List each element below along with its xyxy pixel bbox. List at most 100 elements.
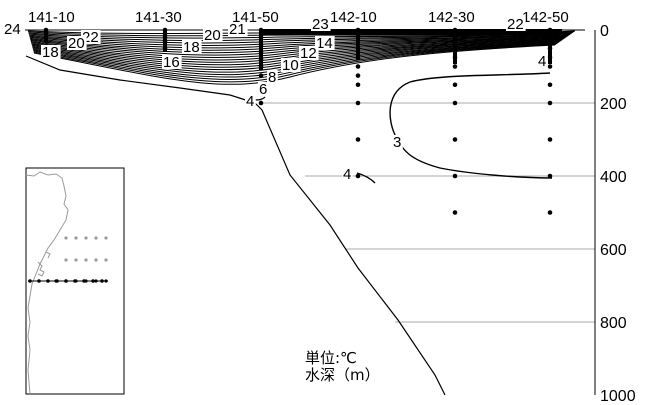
inset-dot [55, 279, 59, 283]
sample-point [43, 31, 49, 36]
sample-point [355, 100, 361, 106]
depth-unit-label: 水深（m） [305, 366, 380, 384]
depth-tick-1000: 1000 [600, 388, 636, 405]
inset-dot [37, 279, 41, 283]
contour-label-16: 16 [163, 54, 180, 71]
sample-point [355, 45, 361, 51]
sample-point [452, 100, 458, 106]
contour-label-4: 4 [246, 93, 254, 110]
contour-label-bg [3, 22, 23, 36]
station-label-142-30: 142-30 [428, 9, 475, 26]
contour-label-8: 8 [268, 69, 276, 86]
sample-points [43, 27, 553, 215]
station-label-142-10: 142-10 [330, 9, 377, 26]
sample-point [547, 35, 553, 40]
depth-tick-600: 600 [600, 242, 627, 259]
contour-label-bg [281, 58, 301, 72]
sample-point [547, 45, 553, 51]
inset-dot [73, 279, 77, 283]
sample-point [452, 35, 458, 40]
sample-point [258, 73, 264, 78]
inset-dot [74, 258, 78, 262]
inset-dot [74, 236, 78, 240]
inset-dot [104, 258, 108, 262]
sample-point [452, 64, 458, 69]
sample-point [547, 100, 553, 106]
inset-dot [28, 279, 32, 283]
sample-point [452, 210, 458, 215]
sample-point [452, 45, 458, 51]
sample-point [258, 42, 264, 47]
inset-station-dots [28, 236, 108, 283]
isotherm-line [28, 31, 574, 39]
depth-tick-400: 400 [600, 169, 627, 186]
sample-point [355, 64, 361, 69]
contour-label-bg [258, 82, 269, 96]
inset-coastline-detail [37, 251, 51, 277]
isotherm-line [29, 34, 570, 49]
contour-label-bg [41, 45, 61, 59]
inset-dot [84, 236, 88, 240]
sample-point [547, 55, 553, 60]
contour-label-18: 18 [42, 44, 59, 61]
inset-dot [46, 279, 50, 283]
inset-dot [104, 236, 108, 240]
contour-label-18: 18 [183, 39, 200, 56]
station-labels: 141-10 141-30 141-50 142-10 142-30 142-50 [28, 9, 569, 26]
contour-label-3: 3 [393, 134, 401, 151]
contour-label-bg [315, 36, 335, 50]
contour-label-21: 21 [229, 21, 246, 38]
isotherm-3 [389, 72, 553, 179]
sample-point [355, 27, 361, 33]
sample-point [162, 27, 168, 33]
sample-point [162, 45, 168, 51]
sample-point [547, 137, 553, 142]
contour-label-4: 4 [343, 166, 351, 183]
sample-point [258, 64, 264, 69]
station-label-141-30: 141-30 [135, 9, 182, 26]
sample-point [452, 137, 458, 142]
contour-label-bg [506, 17, 526, 31]
sample-point [258, 27, 264, 33]
inset-dot [64, 279, 68, 283]
contour-label-bg [67, 36, 87, 50]
contour-label-bg [162, 55, 182, 69]
sample-point [547, 64, 553, 69]
unit-note: 単位:℃ 水深（m） [305, 350, 380, 384]
sample-point [258, 49, 264, 55]
station-label-142-50: 142-50 [522, 9, 569, 26]
sample-point [547, 210, 553, 215]
depth-tick-0: 0 [600, 23, 609, 40]
contour-label-6: 6 [259, 81, 267, 98]
contour-label-24: 24 [4, 21, 21, 38]
sample-point [43, 38, 49, 44]
sample-point [355, 137, 361, 142]
contour-label-4: 4 [538, 53, 546, 70]
inset-dot [84, 258, 88, 262]
sample-point [452, 82, 458, 88]
contour-label-bg [392, 135, 403, 149]
contour-label-14: 14 [316, 35, 333, 52]
sample-point [162, 38, 168, 44]
contour-label-bg [342, 167, 353, 181]
contour-label-bg [245, 94, 256, 108]
sample-point [162, 35, 168, 40]
contour-label-bg [203, 28, 223, 42]
contour-label-bg [299, 46, 319, 60]
depth-tick-200: 200 [600, 96, 627, 113]
sample-point [258, 35, 264, 40]
contour-label-bg [311, 17, 331, 31]
isotherm-line [30, 37, 566, 59]
sample-point [355, 73, 361, 78]
unit-label: 単位:℃ [305, 349, 357, 367]
station-label-141-10: 141-10 [28, 9, 75, 26]
sample-point [452, 173, 458, 179]
surface-dense-band [262, 29, 562, 35]
station-label-141-50: 141-50 [232, 9, 279, 26]
sample-point [258, 56, 264, 62]
isotherm-line [29, 33, 572, 44]
isotherm-line [31, 37, 565, 61]
sample-point [355, 55, 361, 60]
inset-dot [100, 279, 104, 283]
